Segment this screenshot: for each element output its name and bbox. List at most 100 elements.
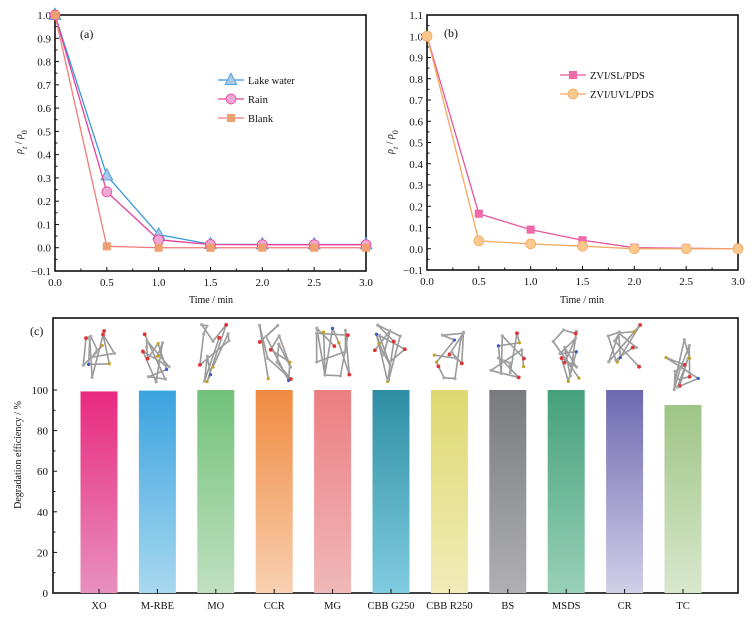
atom	[501, 359, 505, 363]
x-category-label: MG	[324, 601, 341, 612]
atom	[687, 344, 691, 348]
atom	[687, 374, 692, 379]
x-tick-label: 1.0	[524, 276, 538, 288]
bond	[559, 337, 577, 355]
mg-molecule-icon	[314, 326, 352, 378]
bond	[102, 334, 111, 364]
series-line	[54, 14, 366, 246]
atom	[81, 363, 85, 367]
x-tick-label: 3.0	[359, 277, 373, 289]
atom	[568, 374, 572, 378]
atom	[314, 331, 319, 335]
atom	[145, 345, 149, 349]
series-line	[54, 14, 366, 249]
atom	[682, 362, 687, 367]
bond	[442, 334, 455, 341]
atom	[101, 332, 105, 337]
bond	[607, 335, 617, 361]
atom	[205, 354, 209, 358]
atom	[330, 326, 335, 330]
atom	[500, 334, 504, 338]
panel-c-y-axis-title: Degradation efficiency / %	[13, 401, 24, 509]
data-point	[680, 243, 692, 255]
atom	[459, 361, 464, 366]
atom	[88, 337, 92, 341]
data-point	[361, 243, 371, 252]
atom	[264, 334, 268, 339]
y-title-sub-t: t	[391, 146, 400, 149]
panel-a-line-chart: −0.10.00.10.20.30.40.50.60.70.80.91.0 0.…	[14, 7, 373, 306]
atom	[638, 323, 643, 327]
atom	[257, 323, 262, 328]
atom	[160, 341, 165, 345]
x-category-label: CBB R250	[426, 601, 472, 612]
x-tick-label: 0.0	[48, 277, 62, 289]
atom	[146, 375, 151, 379]
bond	[142, 350, 165, 365]
bond	[501, 335, 525, 360]
y-tick-label: 0.1	[409, 223, 423, 235]
atom	[226, 332, 230, 336]
y-tick-label: 0.3	[409, 180, 423, 192]
bond	[212, 333, 229, 368]
series-lake-water	[48, 7, 373, 250]
bond	[563, 329, 576, 335]
bond	[102, 334, 116, 354]
y-title-rho: ρ	[385, 134, 396, 140]
atom	[275, 361, 279, 365]
bond	[675, 375, 690, 381]
cbb-g250-molecule-icon	[372, 323, 407, 384]
atom	[574, 365, 579, 369]
legend-marker-icon	[224, 72, 238, 85]
bond	[88, 362, 110, 366]
atom	[321, 330, 326, 334]
atom	[107, 362, 111, 366]
y-tick-label: 0.7	[37, 80, 51, 92]
atom	[202, 379, 207, 383]
atom	[672, 387, 676, 392]
atom	[551, 339, 555, 344]
atom	[388, 360, 392, 364]
y-tick-label: 0.3	[37, 173, 51, 185]
bond	[676, 358, 689, 388]
bond	[617, 333, 622, 358]
atom	[145, 339, 149, 343]
data-point	[102, 242, 111, 251]
x-tick-label: 2.0	[255, 277, 269, 289]
atom	[398, 334, 402, 338]
atom	[515, 331, 519, 336]
atom	[382, 353, 386, 357]
bond	[683, 339, 691, 359]
atom	[372, 348, 377, 353]
bar-cbb-g250	[372, 390, 410, 593]
bond	[490, 349, 523, 372]
bond	[325, 374, 341, 377]
atom	[573, 331, 578, 336]
series-rain	[49, 9, 372, 251]
atom	[566, 379, 570, 383]
y-tick-label: −0.1	[31, 266, 51, 278]
atom	[577, 376, 581, 380]
y-title-rho: ρ	[385, 149, 396, 155]
atom	[630, 345, 635, 350]
atom	[516, 375, 521, 380]
y-tick-label: 0.8	[409, 74, 423, 86]
atom	[634, 345, 639, 350]
data-point	[258, 243, 267, 252]
legend-label: Blank	[248, 114, 274, 125]
y-tick-label: 0.1	[37, 219, 51, 231]
atom	[687, 356, 692, 360]
data-point	[50, 10, 60, 20]
atom	[499, 371, 503, 376]
series-line	[426, 36, 738, 250]
panel-a-plot-frame	[54, 14, 367, 272]
bond	[265, 325, 279, 338]
atom	[145, 356, 150, 361]
panel-a-x-axis-title: Time / min	[189, 295, 233, 306]
atom	[377, 341, 381, 346]
panel-c-label: (c)	[30, 324, 43, 338]
bond	[434, 354, 457, 360]
bond	[316, 328, 326, 375]
series-blank	[50, 10, 371, 252]
